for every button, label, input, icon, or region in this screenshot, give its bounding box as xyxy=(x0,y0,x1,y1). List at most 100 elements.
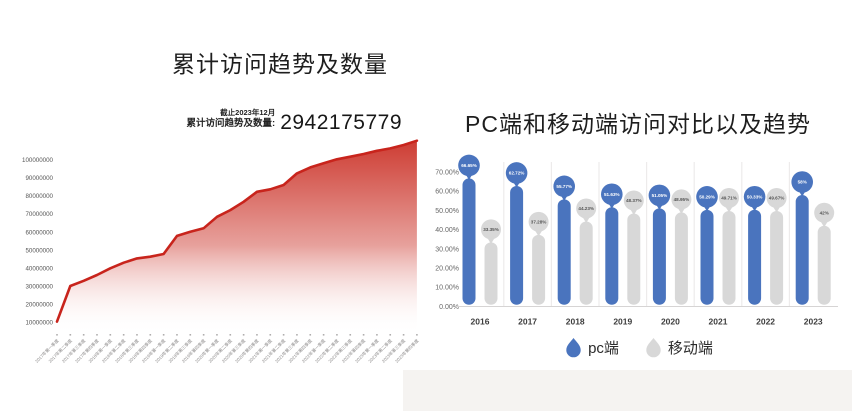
svg-text:55.77%: 55.77% xyxy=(556,184,572,189)
x-axis-tick xyxy=(189,334,192,336)
x-axis-tick xyxy=(122,334,125,336)
cumulative-annotation: 截止2023年12月 累计访问趋势及数量: 2942175779 xyxy=(120,108,402,133)
pc-bar xyxy=(700,209,714,305)
left-chart-title: 累计访问趋势及数量 xyxy=(172,51,388,78)
y-axis-tick-label: 70000000 xyxy=(25,211,53,218)
x-axis-tick xyxy=(269,334,272,336)
mobile-bar xyxy=(722,210,736,305)
cumulative-area-chart: 100000000 90000000 80000000 70000000 6000000… xyxy=(0,130,430,380)
percent-tick-label: 60.00% xyxy=(435,189,459,196)
mobile-value-bubble: 42% xyxy=(814,202,835,228)
x-axis-tick xyxy=(322,334,325,336)
mobile-value-bubble: 49.71% xyxy=(719,187,739,213)
svg-text:48.95%: 48.95% xyxy=(674,197,690,202)
x-axis-tick xyxy=(242,334,245,336)
year-label: 2017 xyxy=(518,317,537,327)
pc-series-drop-icon xyxy=(566,338,581,358)
x-axis-quarter-label: 2023年第四季度 xyxy=(393,337,420,364)
x-axis-tick xyxy=(362,334,365,336)
x-axis-tick xyxy=(69,334,72,336)
svg-text:49.71%: 49.71% xyxy=(721,196,737,201)
y-axis-tick-label: 20000000 xyxy=(25,302,53,309)
mobile-bar xyxy=(579,221,593,305)
svg-text:50.29%: 50.29% xyxy=(699,194,715,199)
y-axis-tick-label: 90000000 xyxy=(25,175,53,182)
x-axis-tick xyxy=(282,334,285,336)
mobile-value-bubble: 48.37% xyxy=(623,190,644,216)
svg-text:51.63%: 51.63% xyxy=(604,192,620,197)
x-axis-tick xyxy=(176,334,178,336)
legend-item-pc: pc端 xyxy=(565,337,619,358)
svg-text:49.67%: 49.67% xyxy=(769,196,785,201)
y-axis-tick-label: 60000000 xyxy=(25,229,53,236)
x-axis-tick xyxy=(56,334,58,336)
x-axis-tick xyxy=(109,334,112,336)
svg-text:50.33%: 50.33% xyxy=(747,194,763,199)
year-label: 2023 xyxy=(804,317,823,327)
svg-text:44.23%: 44.23% xyxy=(578,206,594,211)
percent-tick-label: 10.00% xyxy=(435,285,459,292)
x-axis-tick xyxy=(162,334,165,336)
x-axis-tick xyxy=(349,334,352,336)
pc-bar xyxy=(748,209,762,305)
year-label: 2022 xyxy=(756,317,775,327)
cumulative-metric-label: 累计访问趋势及数量: xyxy=(186,118,276,130)
y-axis-tick-label: 30000000 xyxy=(25,283,53,290)
x-axis-tick xyxy=(376,334,378,336)
mobile-bar xyxy=(627,213,641,305)
svg-text:58%: 58% xyxy=(798,180,807,185)
pc-bar xyxy=(510,185,524,305)
pc-bar xyxy=(795,195,809,305)
mobile-series-drop-icon xyxy=(646,338,661,358)
mobile-value-bubble: 49.67% xyxy=(766,188,787,213)
svg-text:48.37%: 48.37% xyxy=(626,198,642,203)
pc-bar xyxy=(652,208,666,305)
pc-value-bubble: 51.63% xyxy=(601,183,623,209)
x-axis-tick xyxy=(309,334,312,336)
legend-item-mobile: 移动端 xyxy=(645,337,713,358)
pc-bar xyxy=(557,199,571,305)
percent-tick-label: 70.00% xyxy=(435,170,459,177)
legend-label-mobile: 移动端 xyxy=(667,340,713,357)
pc-bar xyxy=(462,178,476,305)
mobile-value-bubble: 44.23% xyxy=(576,198,597,223)
pc-value-bubble: 50.29% xyxy=(696,186,718,212)
area-chart-svg: 100000000 90000000 80000000 70000000 6000000… xyxy=(22,139,421,364)
x-axis-tick xyxy=(416,334,418,336)
percent-tick-label: 30.00% xyxy=(435,246,459,253)
pc-value-bubble: 50.33% xyxy=(743,185,766,212)
x-axis-tick xyxy=(296,334,298,336)
svg-text:66.65%: 66.65% xyxy=(461,163,477,168)
x-axis-tick xyxy=(96,334,98,336)
y-axis-tick-label: 10000000 xyxy=(25,320,53,327)
right-chart-title: PC端和移动端访问对比以及趋势 xyxy=(465,111,811,138)
x-axis-tick xyxy=(229,334,232,336)
pc-mobile-bar-chart: 70.00% 60.00% 50.00% 40.00% 30.00% 20.00% 10.0… xyxy=(426,140,852,340)
x-axis-tick xyxy=(149,334,152,336)
year-label: 2018 xyxy=(566,317,585,327)
as-of-date-label: 截止2023年12月 xyxy=(220,108,276,117)
percent-tick-label: 20.00% xyxy=(435,266,459,273)
x-axis-tick xyxy=(336,334,338,336)
mobile-bar xyxy=(532,234,546,305)
chart-legend: pc端 移动端 xyxy=(426,337,852,358)
y-axis-tick-label: 40000000 xyxy=(25,265,53,272)
percent-tick-label: 40.00% xyxy=(435,227,459,234)
pc-value-bubble: 62.72% xyxy=(505,162,528,188)
legend-label-pc: pc端 xyxy=(588,340,619,357)
year-label: 2019 xyxy=(613,317,632,327)
background-strip xyxy=(403,370,852,411)
x-axis-tick xyxy=(136,334,138,336)
svg-text:37.28%: 37.28% xyxy=(531,219,547,224)
mobile-value-bubble: 48.95% xyxy=(671,189,692,214)
pc-value-bubble: 55.77% xyxy=(553,175,575,201)
year-label: 2020 xyxy=(661,317,680,327)
y-axis-tick-label: 100000000 xyxy=(22,157,54,164)
pc-value-bubble: 66.65% xyxy=(458,154,480,180)
cumulative-total-value: 2942175779 xyxy=(280,111,402,135)
x-axis-tick xyxy=(402,334,405,336)
year-label: 2021 xyxy=(709,317,728,327)
percent-tick-label: 0.00% xyxy=(439,304,459,311)
annotation-labels: 截止2023年12月 累计访问趋势及数量: xyxy=(187,108,276,133)
